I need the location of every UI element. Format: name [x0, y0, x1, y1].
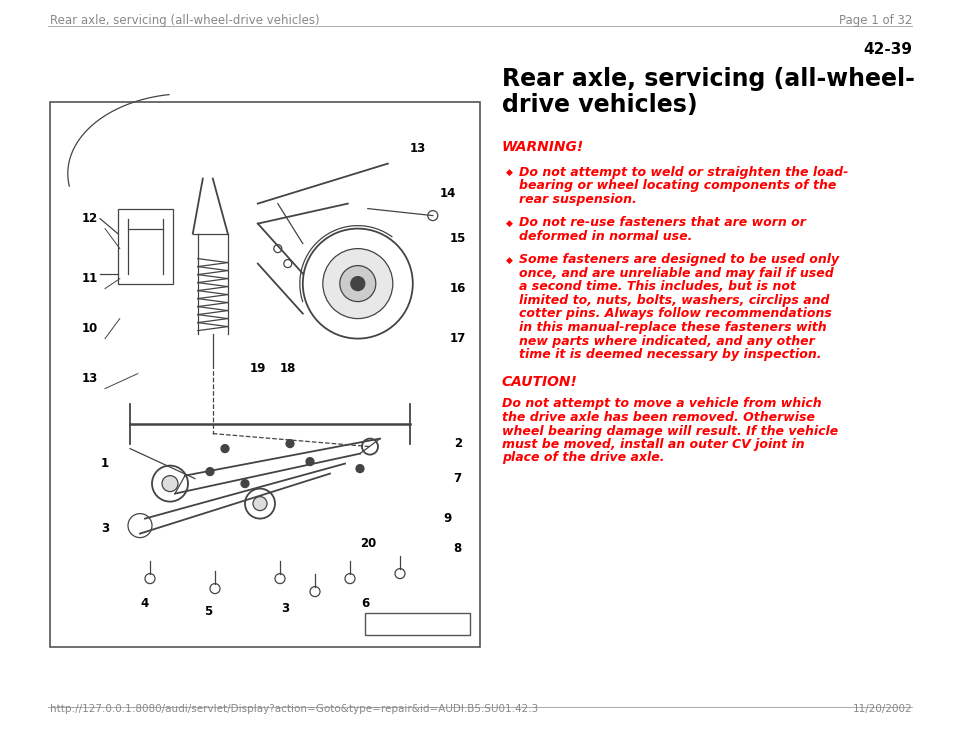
- Text: 42-39: 42-39: [863, 42, 912, 57]
- Text: 10: 10: [82, 322, 98, 335]
- Text: http://127.0.0.1:8080/audi/servlet/Display?action=Goto&type=repair&id=AUDI.B5.SU: http://127.0.0.1:8080/audi/servlet/Displ…: [50, 704, 539, 714]
- Text: must be moved, install an outer CV joint in: must be moved, install an outer CV joint…: [502, 438, 804, 451]
- Text: ◆: ◆: [506, 218, 513, 228]
- Circle shape: [340, 266, 375, 301]
- Text: in this manual-replace these fasteners with: in this manual-replace these fasteners w…: [519, 321, 827, 334]
- Text: cotter pins. Always follow recommendations: cotter pins. Always follow recommendatio…: [519, 307, 832, 321]
- Circle shape: [145, 574, 155, 584]
- Text: WARNING!: WARNING!: [502, 140, 585, 154]
- Text: 1: 1: [101, 457, 109, 470]
- Circle shape: [428, 211, 438, 220]
- Bar: [50, 102, 480, 647]
- Text: the drive axle has been removed. Otherwise: the drive axle has been removed. Otherwi…: [502, 411, 815, 424]
- Text: Do not attempt to weld or straighten the load-: Do not attempt to weld or straighten the…: [519, 166, 849, 179]
- Text: ◆: ◆: [506, 168, 513, 177]
- Text: a second time. This includes, but is not: a second time. This includes, but is not: [519, 280, 796, 294]
- Text: V42-0914: V42-0914: [387, 617, 447, 631]
- Text: CAUTION!: CAUTION!: [502, 375, 578, 390]
- Text: Page 1 of 32: Page 1 of 32: [839, 14, 912, 27]
- Circle shape: [162, 476, 178, 492]
- Circle shape: [302, 229, 413, 338]
- Circle shape: [241, 479, 249, 487]
- Text: 18: 18: [279, 362, 296, 375]
- Circle shape: [323, 249, 393, 318]
- Text: bearing or wheel locating components of the: bearing or wheel locating components of …: [519, 180, 836, 192]
- Text: 5: 5: [204, 605, 212, 618]
- Text: once, and are unreliable and may fail if used: once, and are unreliable and may fail if…: [519, 267, 833, 280]
- Text: 15: 15: [449, 232, 466, 245]
- Circle shape: [152, 465, 188, 502]
- Text: Some fasteners are designed to be used only: Some fasteners are designed to be used o…: [519, 254, 839, 266]
- Circle shape: [350, 277, 365, 291]
- Text: 11/20/2002: 11/20/2002: [852, 704, 912, 714]
- Text: wheel bearing damage will result. If the vehicle: wheel bearing damage will result. If the…: [502, 424, 838, 438]
- Text: ◆: ◆: [506, 255, 513, 264]
- Text: deformed in normal use.: deformed in normal use.: [519, 230, 692, 243]
- Text: 17: 17: [449, 332, 466, 345]
- Text: Do not re-use fasteners that are worn or: Do not re-use fasteners that are worn or: [519, 217, 805, 229]
- Text: 13: 13: [82, 372, 98, 385]
- Text: 8: 8: [454, 542, 462, 555]
- FancyBboxPatch shape: [118, 209, 173, 283]
- Text: place of the drive axle.: place of the drive axle.: [502, 451, 664, 464]
- Circle shape: [310, 587, 320, 597]
- Text: 19: 19: [250, 362, 266, 375]
- Circle shape: [356, 464, 364, 473]
- Text: Rear axle, servicing (all-wheel-drive vehicles): Rear axle, servicing (all-wheel-drive ve…: [50, 14, 320, 27]
- Text: 2: 2: [454, 437, 462, 450]
- Text: 3: 3: [281, 602, 289, 615]
- Text: 13: 13: [410, 142, 426, 155]
- Circle shape: [286, 439, 294, 447]
- Text: 20: 20: [360, 537, 376, 550]
- Circle shape: [210, 584, 220, 594]
- Circle shape: [253, 496, 267, 510]
- Text: 3: 3: [101, 522, 109, 535]
- Text: 4: 4: [141, 597, 149, 610]
- Circle shape: [395, 568, 405, 579]
- Text: limited to, nuts, bolts, washers, circlips and: limited to, nuts, bolts, washers, circli…: [519, 294, 829, 307]
- Text: 12: 12: [82, 212, 98, 225]
- Text: rear suspension.: rear suspension.: [519, 193, 636, 206]
- Circle shape: [284, 260, 292, 268]
- Circle shape: [274, 245, 282, 252]
- Circle shape: [206, 467, 214, 476]
- Text: time it is deemed necessary by inspection.: time it is deemed necessary by inspectio…: [519, 348, 822, 361]
- Circle shape: [306, 458, 314, 465]
- Text: new parts where indicated, and any other: new parts where indicated, and any other: [519, 335, 815, 347]
- Text: Do not attempt to move a vehicle from which: Do not attempt to move a vehicle from wh…: [502, 398, 822, 410]
- Text: 16: 16: [449, 282, 466, 295]
- Text: 6: 6: [361, 597, 370, 610]
- Text: 14: 14: [440, 187, 456, 200]
- Text: 7: 7: [454, 472, 462, 485]
- Circle shape: [245, 488, 275, 519]
- Circle shape: [221, 444, 229, 453]
- Circle shape: [128, 513, 152, 538]
- Circle shape: [362, 439, 378, 455]
- Circle shape: [345, 574, 355, 584]
- Bar: [365, 613, 470, 635]
- Text: 9: 9: [444, 512, 452, 525]
- Text: drive vehicles): drive vehicles): [502, 93, 698, 117]
- Text: 11: 11: [82, 272, 98, 285]
- Text: Rear axle, servicing (all-wheel-: Rear axle, servicing (all-wheel-: [502, 67, 915, 91]
- Circle shape: [275, 574, 285, 584]
